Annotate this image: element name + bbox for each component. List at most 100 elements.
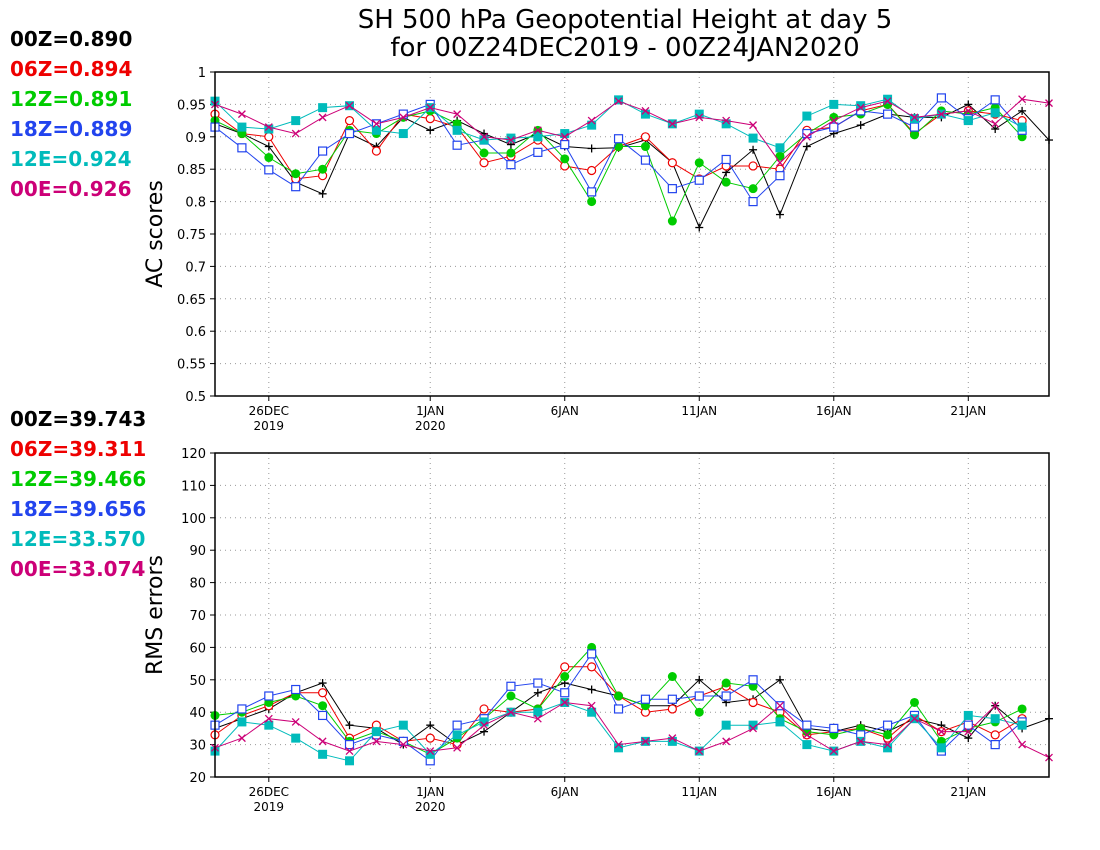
y-tick-label: 20 [189,771,206,786]
y-tick-label: 50 [189,674,206,689]
point-12Z [667,216,677,226]
point-12Z [667,672,677,682]
point-18Z [291,182,301,192]
point-12E [452,730,462,740]
point-12E [264,720,274,730]
legend-bottom: 00Z=39.743 06Z=39.311 12Z=39.466 18Z=39.… [10,407,146,581]
point-06Z [425,733,435,743]
series-line-12Z [214,646,1023,755]
point-12Z [640,142,650,152]
point-00E [883,97,892,106]
point-18Z [318,710,328,721]
point-00Z [426,721,435,730]
point-00E [480,721,488,730]
point-18Z [237,143,247,153]
point-18Z [936,93,946,103]
point-00E [641,106,650,115]
y-axis-label: RMS errors [143,555,168,675]
point-18Z [667,184,677,194]
point-12Z [560,672,570,682]
y-tick-label: 0.8 [185,196,206,211]
legend-top-12Z: 12Z=0.891 [10,87,132,111]
point-00E [318,737,327,746]
point-18Z [748,675,758,685]
point-00E [587,116,596,125]
point-12E [909,114,919,124]
point-00E [264,123,273,132]
y-tick-label: 100 [181,512,206,527]
point-12E [990,714,1000,724]
point-18Z [264,691,274,701]
point-12E [640,109,650,119]
point-12E [533,707,543,717]
point-00E [372,119,381,128]
point-06Z [587,165,597,176]
point-18Z [587,187,597,197]
y-tick-label: 90 [189,544,206,559]
point-18Z [748,197,758,207]
legend-bottom-12E: 12E=33.570 [10,527,145,551]
point-00Z [587,685,596,694]
point-12Z [748,184,758,194]
point-12Z [479,148,489,158]
y-tick-label: 60 [189,641,206,656]
point-00E [829,747,838,756]
x-tick-label: 11JAN [681,404,717,418]
y-tick-label: 0.5 [185,390,206,405]
point-00Z [749,145,758,154]
point-00Z [426,126,435,135]
point-18Z [344,128,355,139]
point-06Z [479,704,489,714]
point-00E [668,119,677,128]
point-12E [775,717,785,727]
point-12Z [883,730,893,740]
x-tick-year-label: 2019 [254,419,285,433]
point-06Z [425,114,435,124]
point-12E [775,143,785,153]
point-00Z [345,721,354,730]
point-12E [560,129,570,139]
y-tick-label: 80 [189,577,206,592]
point-00E [964,106,973,115]
point-00E [937,727,946,736]
point-00E [426,103,435,112]
point-12E [694,109,704,119]
point-00E [614,740,623,749]
point-12Z [614,691,624,701]
point-12E [345,756,355,766]
point-00E [533,714,542,723]
point-18Z [452,720,462,730]
point-12E [371,727,381,737]
y-tick-label: 30 [189,739,206,754]
point-12E [291,116,301,126]
point-00E [587,701,596,710]
point-12E [802,740,812,750]
point-00E [802,132,811,141]
point-12E [371,125,381,135]
point-18Z [452,140,462,150]
point-00Z [802,142,811,151]
point-12E [963,710,973,720]
point-00E [399,740,408,749]
point-12Z [909,130,919,140]
point-12E [264,124,274,134]
point-18Z [775,171,785,181]
point-18Z [990,95,1000,105]
x-tick-year-label: 2020 [415,800,446,814]
point-00E [1018,95,1027,104]
point-18Z [291,684,301,695]
point-00E [237,734,246,743]
point-00Z [695,223,704,232]
y-tick-label: 0.65 [177,293,206,308]
point-18Z [802,720,812,730]
point-00E [291,717,300,726]
plot-frame [214,452,1050,778]
point-12E [452,125,462,135]
point-12Z [721,177,731,187]
point-18Z [882,109,893,119]
y-tick-label: 0.55 [177,358,206,373]
y-tick-label: 70 [189,609,206,624]
point-12E [990,108,1000,118]
point-12E [963,116,973,126]
